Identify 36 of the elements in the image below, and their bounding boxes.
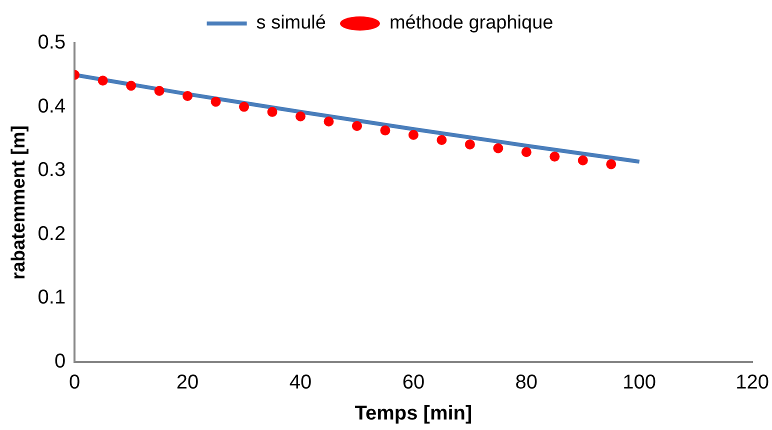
point <box>578 155 588 166</box>
point <box>126 80 136 91</box>
y-tick-label: 0.1 <box>38 286 66 309</box>
point <box>267 106 278 117</box>
x-tick-label: 100 <box>622 372 656 394</box>
point <box>210 96 221 107</box>
x-tick-label: 20 <box>176 372 199 394</box>
point <box>464 139 475 150</box>
legend-label: s simulé <box>256 12 326 34</box>
y-tick-label: 0.3 <box>38 159 66 182</box>
point <box>521 147 532 158</box>
x-tick-label: 0 <box>69 372 80 394</box>
y-tick-label: 0 <box>54 350 66 373</box>
x-tick-label: 60 <box>402 372 425 394</box>
point <box>239 102 250 112</box>
y-tick-label: 0.2 <box>38 222 66 245</box>
legend-label: méthode graphique <box>389 12 554 34</box>
point <box>154 86 164 96</box>
x-axis-title: Temps [min] <box>354 402 472 425</box>
point <box>182 90 193 101</box>
point <box>493 143 504 154</box>
x-tick-label: 80 <box>515 372 538 394</box>
point <box>606 159 616 170</box>
y-tick-label: 0.5 <box>38 32 66 54</box>
point <box>380 125 390 136</box>
point <box>436 134 447 145</box>
x-tick-label: 120 <box>736 372 770 394</box>
y-axis-title: rabatemment [m] <box>8 125 30 280</box>
point <box>352 120 362 131</box>
y-tick-label: 0.4 <box>38 95 66 118</box>
point <box>98 76 108 86</box>
point <box>296 111 306 122</box>
point <box>550 152 560 162</box>
point <box>408 130 418 140</box>
point <box>324 116 334 126</box>
x-tick-label: 40 <box>289 372 312 394</box>
